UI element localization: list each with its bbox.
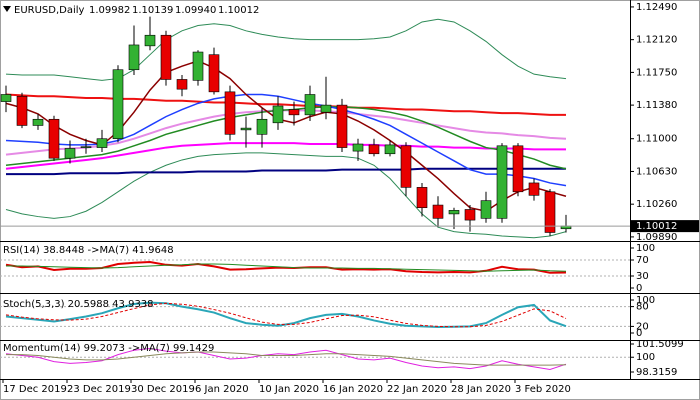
x-tick-label: 28 Jan 2020 — [451, 384, 511, 395]
candle-body — [224, 91, 236, 135]
candle-body — [368, 144, 380, 155]
y-tick-label: 98.3159 — [636, 367, 677, 378]
candle-body — [96, 138, 108, 148]
x-tick-label: 6 Jan 2020 — [195, 384, 249, 395]
y-tick-label: 1.11000 — [636, 134, 677, 145]
candle-body — [64, 148, 76, 159]
candle-body — [352, 143, 364, 152]
candle-body — [240, 127, 252, 131]
candle-body — [416, 187, 428, 209]
header-value: 1.09940 — [175, 5, 216, 16]
indicator-line — [5, 106, 567, 170]
y-tick-label: 1.10630 — [636, 166, 677, 177]
y-tick-label: 0 — [636, 328, 642, 339]
candle-body — [432, 204, 444, 219]
candle-body — [304, 94, 316, 116]
candle-body — [32, 118, 44, 126]
indicator-line — [5, 93, 566, 116]
candle-body — [384, 144, 396, 155]
candle-body — [464, 209, 476, 221]
header-value: 1.10012 — [218, 5, 259, 16]
indicator-line — [6, 351, 567, 366]
candle-body — [480, 200, 492, 219]
current-price-label: 1.10012 — [636, 221, 677, 232]
candle-body — [544, 191, 556, 233]
y-tick-label: 100 — [636, 243, 655, 254]
candle-body — [272, 105, 284, 124]
current-price-box — [631, 220, 699, 233]
header-value: 1.10139 — [132, 5, 173, 16]
indicator-line — [6, 167, 566, 176]
y-tick-label: 30 — [636, 271, 649, 282]
y-tick-label: 100 — [636, 295, 655, 306]
y-tick-label: 0 — [636, 283, 642, 294]
candle-body — [512, 145, 524, 193]
candle-body — [192, 51, 204, 81]
y-tick-label: 101.5099 — [636, 339, 684, 350]
x-tick-label: 17 Dec 2019 — [3, 384, 67, 395]
indicator-line — [6, 263, 567, 272]
y-tick-label: 20 — [636, 321, 649, 332]
candle-body — [528, 182, 540, 196]
y-tick-label: 70 — [636, 255, 649, 266]
candle-body — [400, 145, 412, 188]
candle-body — [48, 118, 60, 159]
y-tick-label: 1.12120 — [636, 35, 677, 46]
x-tick-label: 23 Dec 2019 — [67, 384, 131, 395]
y-tick-label: 1.12490 — [636, 2, 677, 13]
indicator-line — [5, 301, 567, 329]
candle-body — [112, 69, 124, 140]
panel-title: Stoch(5,3,3) 20.5988 43.9338 — [3, 299, 154, 310]
candle-body — [336, 104, 348, 148]
panel-title: Momentum(14) 99.2073 ->MA(7) 99.1429 — [3, 343, 214, 354]
x-tick-label: 22 Jan 2020 — [387, 384, 447, 395]
panel-title: RSI(14) 38.8448 ->MA(7) 41.9648 — [3, 245, 174, 256]
candle-body — [448, 210, 460, 215]
candle-body — [16, 95, 28, 126]
menu-icon — [3, 6, 11, 12]
y-tick-label: 1.10260 — [636, 199, 677, 210]
indicator-line — [5, 347, 567, 371]
candle-body — [0, 94, 12, 102]
candle-body — [128, 44, 140, 71]
candle-body — [80, 146, 92, 148]
candle-body — [160, 34, 172, 80]
x-tick-label: 30 Dec 2019 — [131, 384, 195, 395]
candle-body — [320, 104, 332, 113]
x-tick-label: 3 Feb 2020 — [515, 384, 571, 395]
candle-body — [176, 79, 188, 90]
header-value: 1.09982 — [89, 5, 130, 16]
y-tick-label: 80 — [636, 302, 649, 313]
x-tick-label: 16 Jan 2020 — [323, 384, 383, 395]
candle-body — [288, 109, 300, 116]
candle-body — [208, 54, 220, 93]
y-tick-label: 1.09890 — [636, 232, 677, 243]
chart-title: EURUSD,Daily — [14, 5, 85, 16]
candle-body — [496, 145, 508, 219]
indicator-line — [5, 142, 566, 170]
x-tick-label: 10 Jan 2020 — [259, 384, 319, 395]
indicator-line — [5, 18, 567, 81]
y-tick-label: 1.11380 — [636, 100, 677, 111]
indicator-line — [5, 152, 567, 239]
y-tick-label: 1.11750 — [636, 67, 677, 78]
indicator-line — [5, 302, 567, 328]
candle-body — [256, 118, 268, 135]
candle-body — [144, 34, 156, 47]
y-tick-label: 100 — [636, 352, 655, 363]
